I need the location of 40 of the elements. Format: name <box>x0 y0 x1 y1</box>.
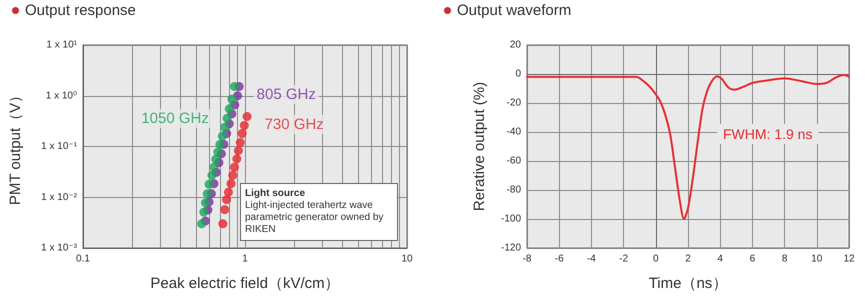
x-tick-label: 6 <box>750 254 756 264</box>
x-tick-label: 10 <box>401 254 413 264</box>
series-label: 805 GHz <box>256 86 316 104</box>
annotation: Light-injected terahertz wave parametric generator owned by RIKEN <box>245 200 384 236</box>
x-tick-label: 1 <box>242 254 248 264</box>
x-tick-label: 0.1 <box>76 254 90 264</box>
annotation: FWHM: 1.9 ns <box>723 126 812 142</box>
note-box: Light source Light-injected terahertz wave parametric generator owned by RIKEN <box>240 183 398 241</box>
y-tick-label: 0 <box>515 68 522 80</box>
series-label: 1050 GHz <box>141 110 209 128</box>
y-tick-label: -100 <box>500 214 522 224</box>
x-axis-title: Time（ns） <box>648 275 728 292</box>
annotation: Light source <box>245 188 306 200</box>
y-tick-label: -20 <box>506 98 522 108</box>
series-label: 730 GHz <box>264 116 324 134</box>
y-tick-label: -80 <box>506 184 522 196</box>
y-tick-label: 1 x 10⁰ <box>46 90 77 102</box>
x-tick-label: 4 <box>717 254 724 264</box>
x-tick-label: -4 <box>586 254 596 264</box>
y-tick-label: -40 <box>506 126 522 138</box>
chart-title: Output response <box>25 2 136 19</box>
x-tick-label: -2 <box>619 254 628 264</box>
x-tick-label: 2 <box>685 254 692 264</box>
y-tick-label: 1 x 10¹ <box>46 40 78 50</box>
x-tick-label: -8 <box>522 254 532 264</box>
y-axis-title: Rerative output (%) <box>471 82 488 212</box>
y-tick-label: 1 x 10⁻² <box>41 192 78 203</box>
y-tick-label: 1 x 10⁻³ <box>41 242 78 254</box>
y-tick-label: -60 <box>506 156 522 166</box>
x-tick-label: 0 <box>653 254 660 264</box>
x-tick-label: -6 <box>554 254 564 264</box>
chart-title: Output waveform <box>457 2 572 19</box>
y-axis-title: PMT output（V） <box>7 88 24 206</box>
y-tick-label: 20 <box>510 40 522 50</box>
y-tick-label: -120 <box>500 242 522 254</box>
x-tick-label: 8 <box>782 254 788 264</box>
x-tick-label: 10 <box>811 254 823 264</box>
x-tick-label: 12 <box>843 254 855 264</box>
y-tick-label: 1 x 10⁻¹ <box>41 141 78 152</box>
x-axis-title: Peak electric field（kV/cm） <box>150 275 340 292</box>
